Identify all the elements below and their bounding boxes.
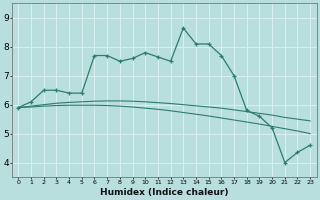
X-axis label: Humidex (Indice chaleur): Humidex (Indice chaleur) bbox=[100, 188, 228, 197]
